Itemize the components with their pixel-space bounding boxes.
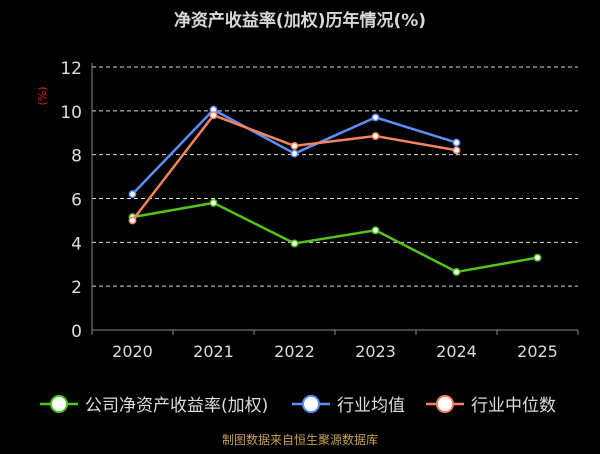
x-tick-label: 2020 [112, 342, 153, 361]
y-tick-label: 0 [71, 322, 82, 342]
y-tick-label: 4 [71, 234, 82, 254]
y-tick-label: 2 [71, 278, 82, 298]
data-point-s1-2024 [452, 138, 461, 147]
data-point-s0-2024 [452, 267, 461, 276]
grid-lines [92, 66, 578, 287]
x-tick-label: 2023 [355, 342, 396, 361]
chart-title: 净资产收益率(加权)历年情况(%) [174, 10, 426, 31]
data-point-s1-2023 [371, 113, 380, 122]
data-point-s2-2021 [209, 111, 218, 120]
legend-marker-1 [302, 395, 320, 413]
axes: 0 2 4 6 8 10 12 2020 2021 2022 2023 2024 2025 [60, 59, 579, 361]
data-point-s0-2021 [209, 198, 218, 207]
legend-marker-0 [50, 395, 68, 413]
x-tick-label: 2025 [517, 342, 558, 361]
y-tick-label: 8 [71, 147, 82, 167]
data-point-s2-2020 [128, 216, 137, 225]
series-lines [128, 105, 542, 276]
data-point-s0-2025 [533, 253, 542, 262]
footer-source: 制图数据来自恒生聚源数据库 [222, 432, 378, 447]
y-axis-label: (%) [36, 86, 49, 105]
data-point-s1-2022 [290, 149, 299, 158]
legend-label-1: 行业均值 [337, 396, 405, 416]
legend-marker-2 [436, 395, 454, 413]
data-point-s0-2023 [371, 226, 380, 235]
series-line-0 [132, 201, 538, 274]
legend-label-2: 行业中位数 [471, 396, 556, 416]
x-tick-label: 2024 [436, 342, 477, 361]
y-tick-label: 12 [60, 59, 82, 79]
legend: 公司净资产收益率(加权) 行业均值 行业中位数 [40, 395, 556, 416]
data-point-s2-2024 [452, 146, 461, 155]
y-tick-label: 6 [71, 191, 82, 211]
series-line-2 [131, 113, 457, 222]
x-tick-label: 2022 [274, 342, 315, 361]
data-point-s0-2022 [290, 239, 299, 248]
x-tick-label: 2021 [193, 342, 234, 361]
data-point-s1-2020 [128, 190, 137, 199]
y-tick-label: 10 [60, 103, 82, 123]
data-point-s2-2022 [290, 141, 299, 150]
data-point-s2-2023 [371, 132, 380, 140]
legend-label-0: 公司净资产收益率(加权) [85, 396, 268, 416]
